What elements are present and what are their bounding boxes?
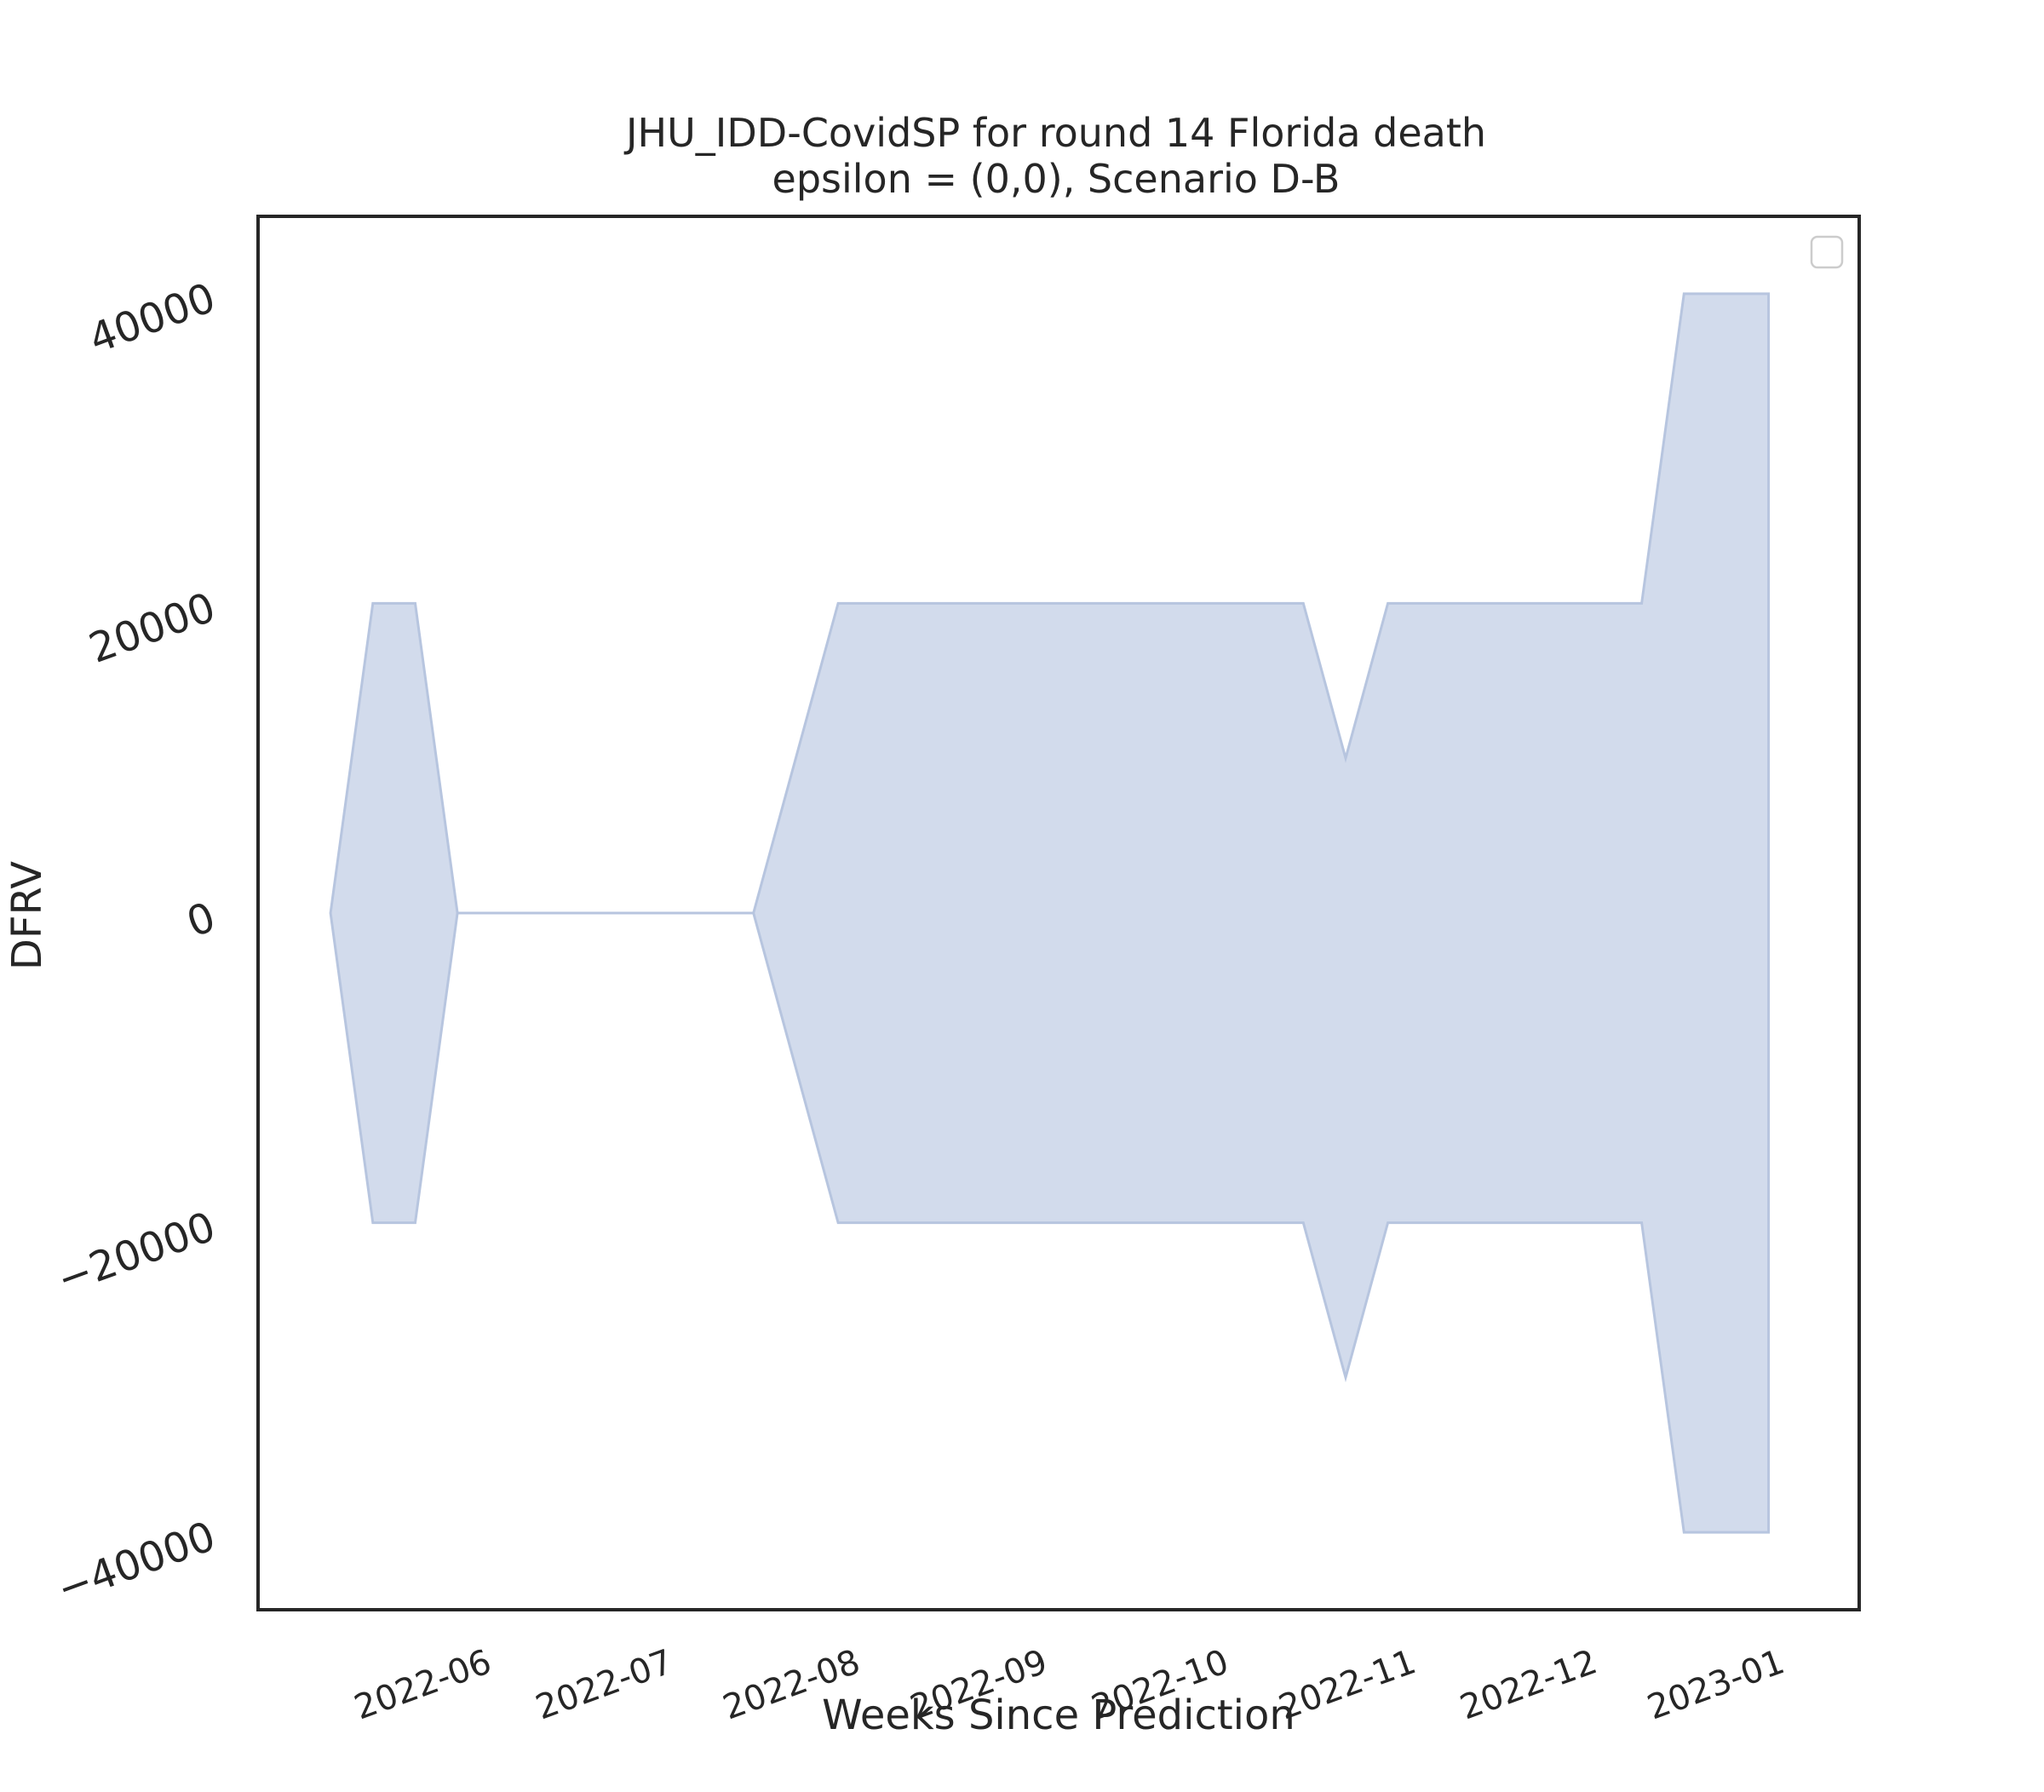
series-area-0 xyxy=(329,292,1771,1534)
plot-frame xyxy=(256,215,1861,1611)
legend-box[interactable] xyxy=(1810,235,1844,269)
area-layer xyxy=(329,292,1771,1534)
chart-title: JHU_IDD-CovidSP for round 14 Florida dea… xyxy=(623,110,1486,156)
x-axis-label: Weeks Since Prediction xyxy=(822,1691,1295,1739)
chart-subtitle: epsilon = (0,0), Scenario D-B xyxy=(772,156,1341,202)
y-axis-label: DFRV xyxy=(3,861,51,970)
